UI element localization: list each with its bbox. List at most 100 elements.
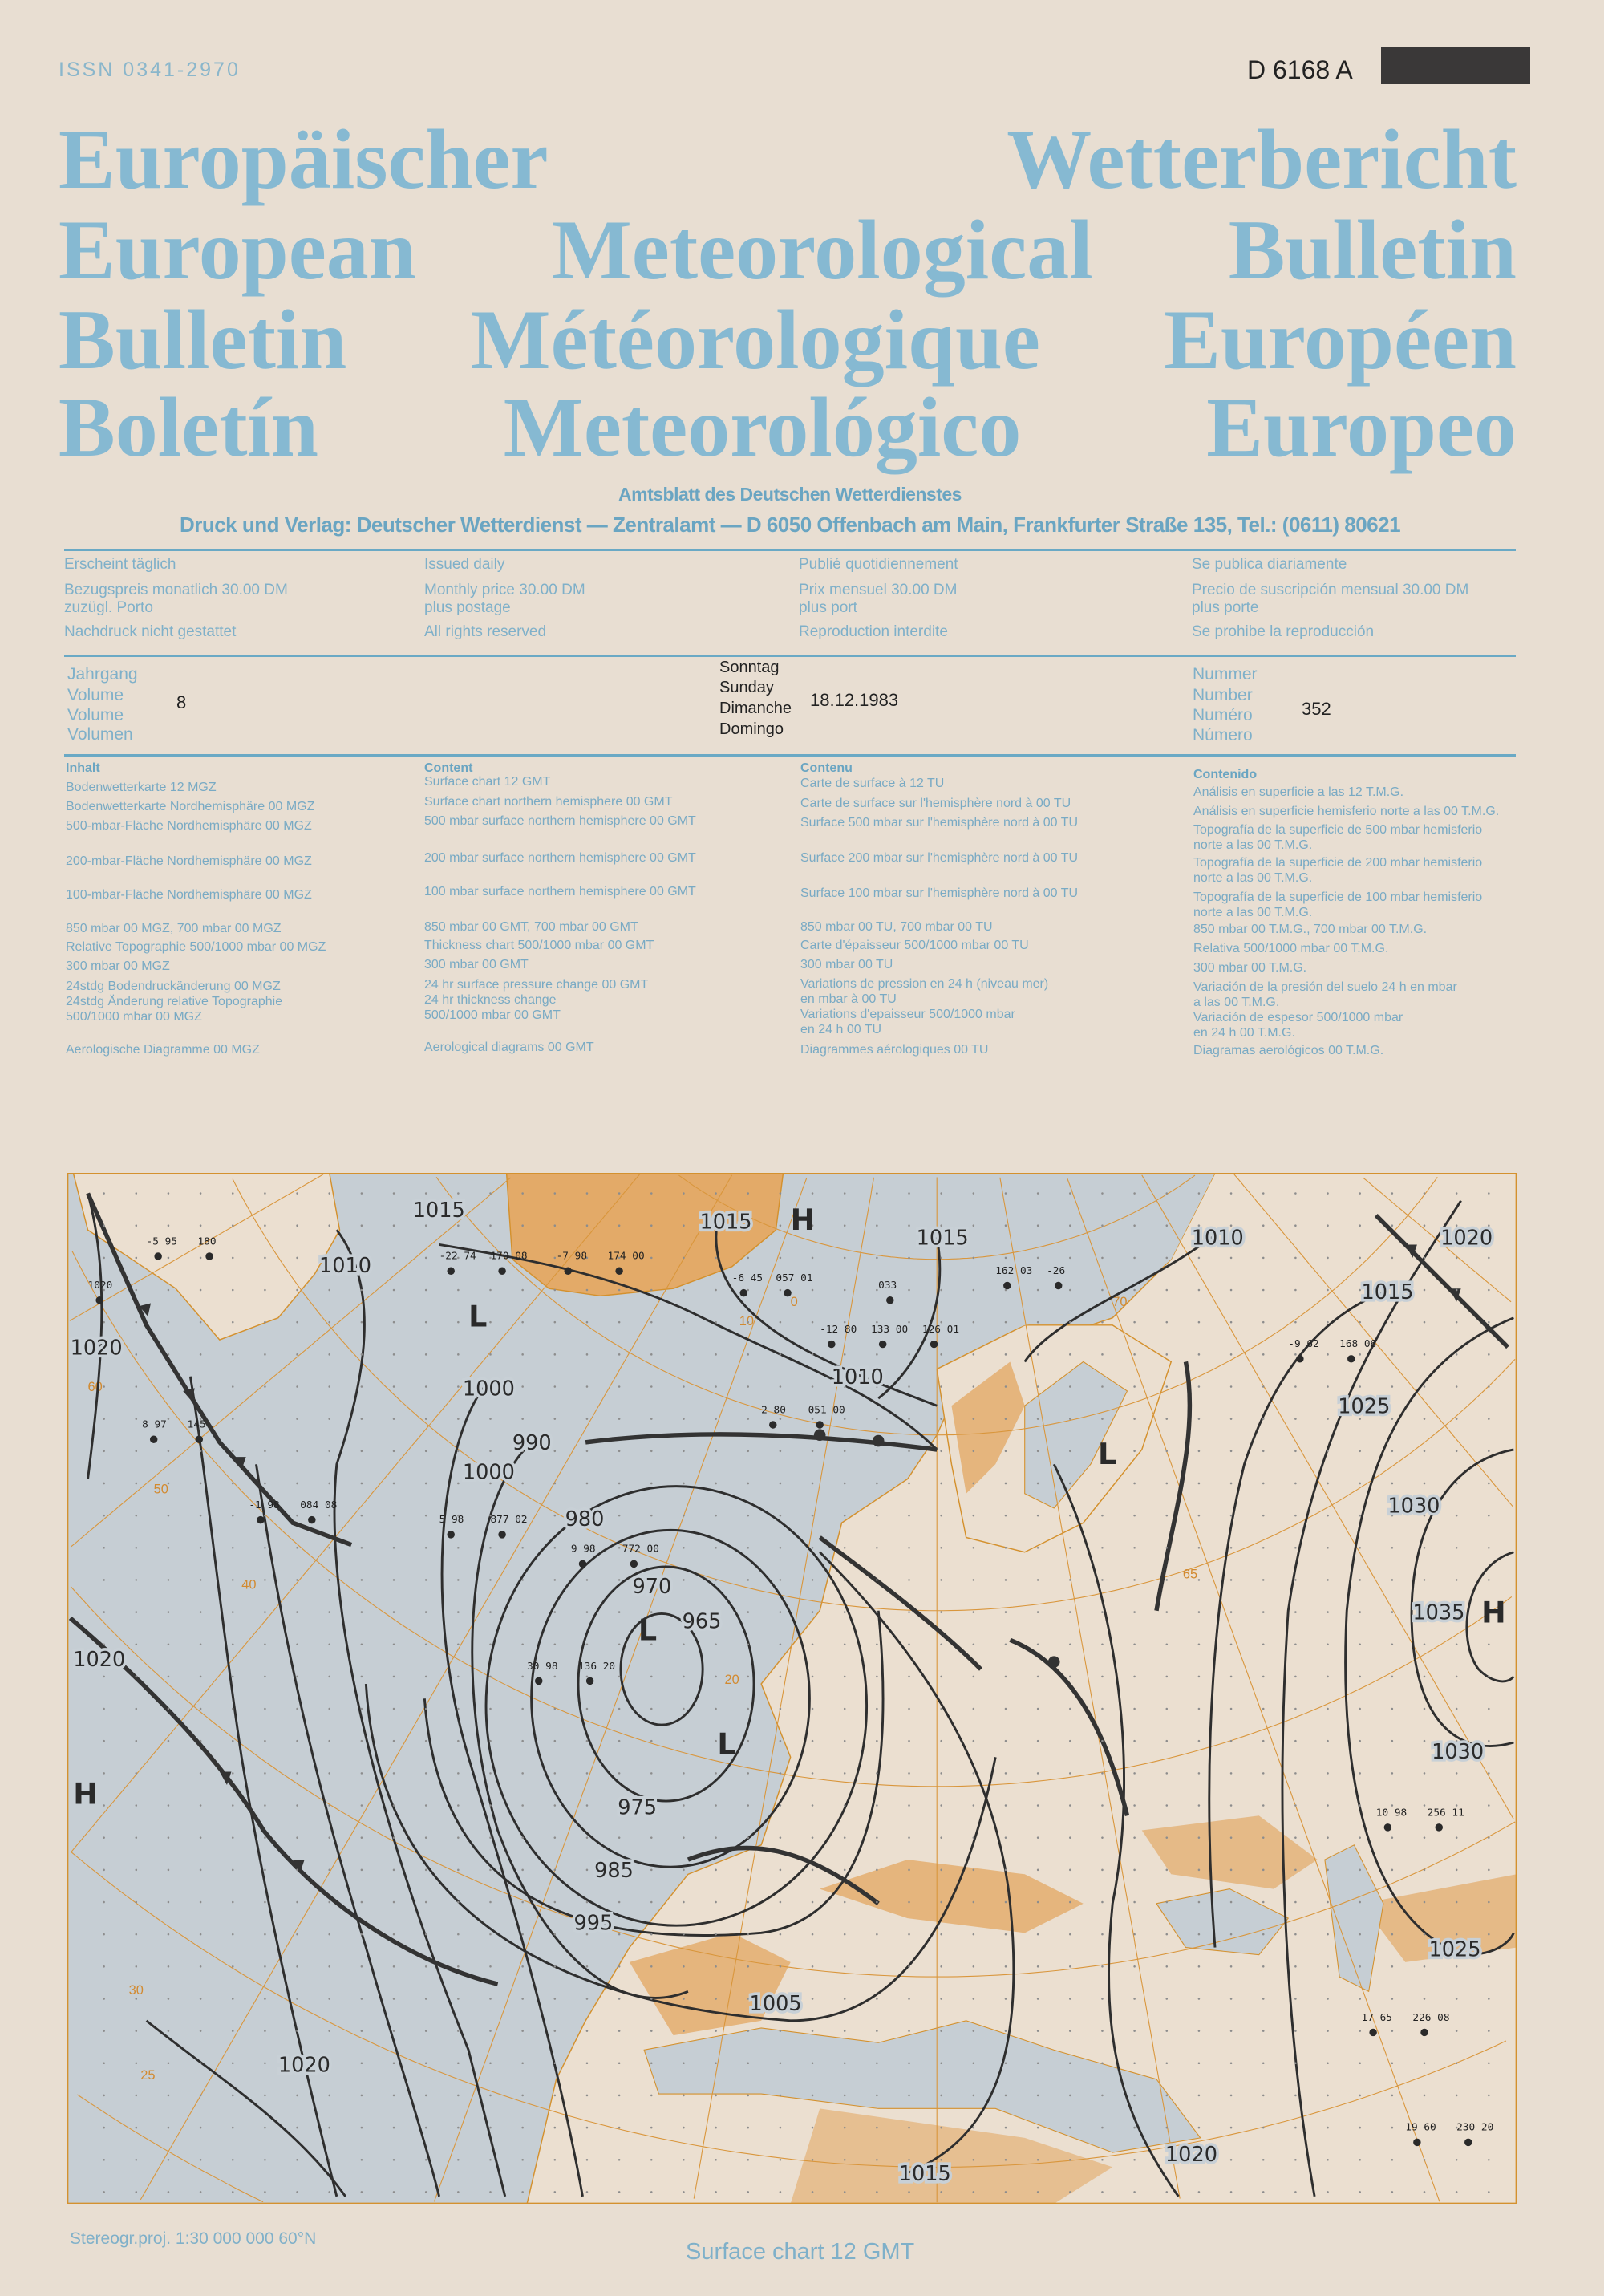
grid-dot [650,2191,653,2193]
grid-dot [135,1675,138,1678]
title-french: Bulletin Météorologique Européen [59,293,1517,387]
grid-dot [424,1900,427,1904]
grid-dot [1069,1933,1071,1936]
grid-dot [231,1772,234,1775]
isobar-label: 1000 [463,1460,515,1484]
grid-dot [683,2158,685,2161]
grid-dot [683,1772,685,1775]
grid-dot [1036,1353,1039,1356]
grid-dot [1327,2030,1329,2032]
grid-dot [1262,1836,1265,1839]
grid-dot [1294,1546,1297,1549]
grid-dot [1455,1418,1458,1420]
divider [64,549,1516,551]
station-dot [930,1340,938,1349]
grid-dot [1359,1450,1361,1453]
grid-dot [843,1611,846,1613]
grid-dot [811,1353,814,1356]
low-pressure-marker: L [468,1300,487,1334]
grid-dot [1036,1320,1039,1324]
grid-dot [1327,2062,1329,2065]
grid-dot [1101,1900,1104,1904]
grid-dot [424,1256,427,1260]
grid-dot [360,2094,363,2097]
grid-dot [843,1353,846,1356]
grid-dot [1455,1900,1458,1904]
grid-dot [1294,2030,1297,2032]
grid-dot [424,2191,427,2193]
grid-dot [811,2158,814,2161]
grid-dot [1391,1450,1394,1453]
grid-dot [392,1192,395,1195]
grid-dot [1262,1256,1265,1260]
grid-dot [1036,1611,1039,1613]
grid-dot [779,1739,782,1742]
grid-dot [1391,1353,1394,1356]
station-reading: 10 98 [1376,1807,1407,1819]
grid-dot [360,1224,363,1227]
grid-dot [585,1611,589,1613]
grid-dot [103,1675,105,1678]
grid-dot [457,1836,460,1839]
grid-dot [1423,1707,1426,1710]
grid-dot [1133,2191,1136,2193]
grid-dot [940,1965,942,1968]
grid-dot [972,1320,975,1324]
grid-dot [1197,2126,1201,2129]
station-reading: 5 98 [439,1514,464,1526]
grid-dot [1359,1579,1361,1581]
grid-dot [779,1546,782,1549]
grid-dot [1165,1707,1169,1710]
grid-dot [972,1998,975,2000]
grid-dot [1165,2062,1169,2065]
grid-dot [650,1772,653,1775]
grid-dot [1036,1514,1039,1517]
grid-dot [1294,1868,1297,1872]
grid-dot [1423,1965,1426,1968]
station-dot [447,1267,455,1276]
grid-dot [489,2062,492,2065]
isobar-label: 990 [512,1431,552,1455]
grid-dot [1327,1965,1329,1968]
grid-dot [1004,1836,1007,1839]
grid-dot [1229,1256,1233,1260]
contents-item: 100 mbar surface northern hemisphere 00 … [424,885,696,899]
grid-dot [328,1933,330,1936]
grid-dot [1133,1611,1136,1613]
grid-dot [908,2062,910,2065]
grid-dot [360,1675,363,1678]
grid-dot [489,1320,492,1324]
grid-label: 70 [1112,1295,1127,1309]
grid-dot [360,1998,363,2000]
grid-dot [779,1192,782,1195]
grid-dot [1004,1256,1007,1260]
grid-dot [618,1385,621,1388]
grid-dot [360,1836,363,1839]
station-dot [1383,1823,1392,1832]
grid-dot [424,1482,427,1485]
grid-dot [553,1739,557,1742]
grid-dot [1165,1546,1169,1549]
grid-dot [328,1482,330,1485]
grid-dot [1294,1739,1297,1742]
grid-dot [231,1707,234,1710]
station-reading: 145 [188,1419,206,1431]
info-text: Bezugspreis monatlich 30.00 DM [64,582,288,598]
grid-dot [103,2158,105,2161]
station-dot [1435,1823,1444,1832]
isobar-label: 1025 [1428,1938,1480,1962]
grid-dot [811,1965,814,1968]
grid-dot [199,1224,202,1227]
grid-dot [1359,2062,1361,2065]
grid-dot [747,1385,750,1388]
grid-dot [103,1418,105,1420]
grid-dot [1423,2126,1426,2129]
grid-dot [876,1579,878,1581]
grid-dot [1069,1868,1071,1872]
grid-dot [328,1418,330,1420]
grid-dot [747,2126,750,2129]
grid-dot [1294,1965,1297,1968]
grid-dot [199,1772,202,1775]
station-reading: 19 60 [1405,2122,1436,2134]
grid-dot [264,1868,266,1872]
